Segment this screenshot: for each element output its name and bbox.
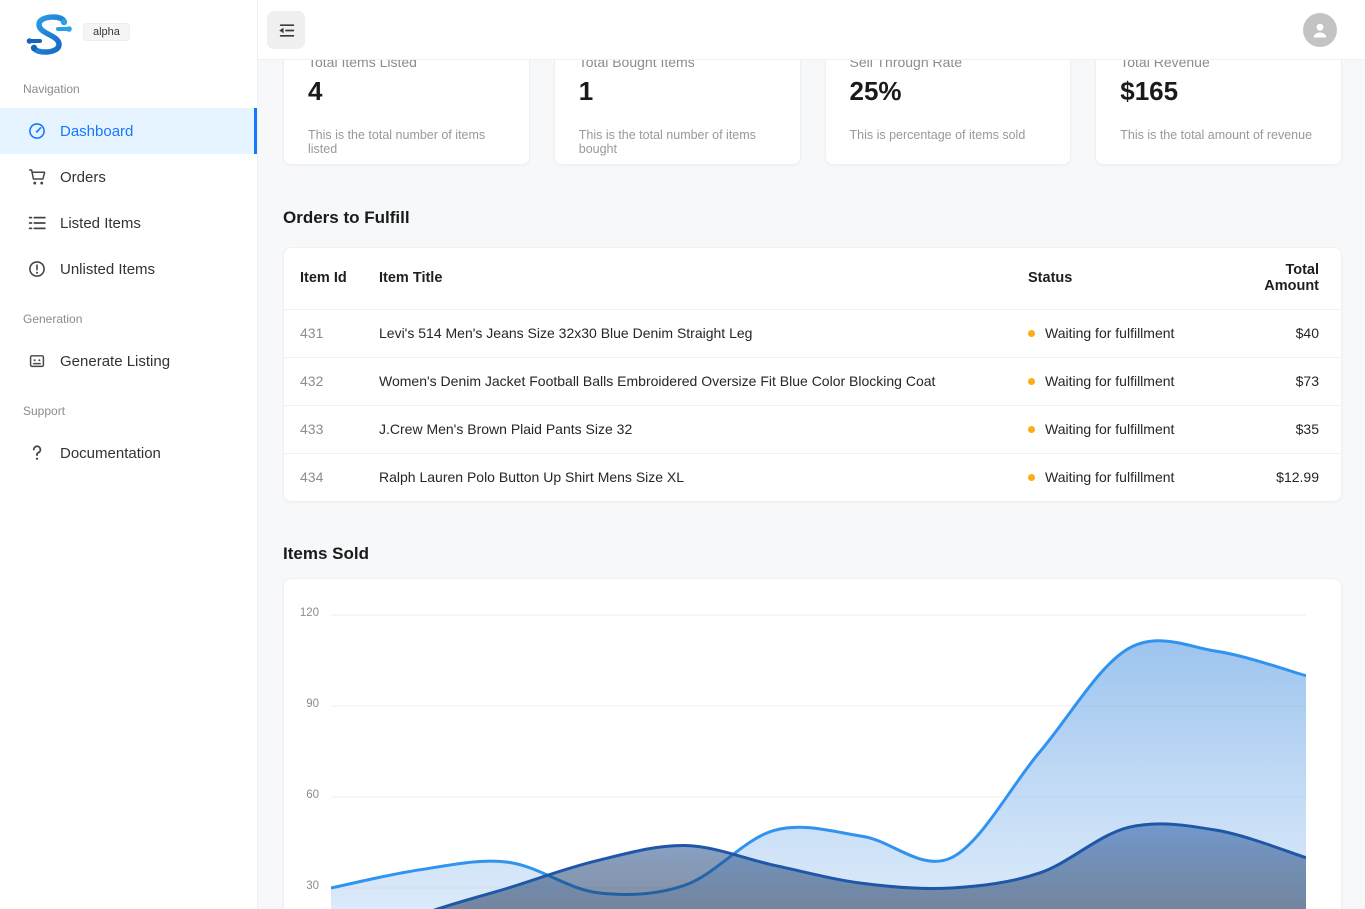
status-badge: Waiting for fulfillment (1028, 421, 1233, 437)
main-content: Total Items Listed 4 This is the total num… (258, 60, 1365, 909)
cell-item-title: Women's Denim Jacket Football Balls Embr… (379, 356, 1028, 405)
sidebar-item-label: Unlisted Items (60, 260, 156, 278)
y-axis-tick-label: 30 (306, 880, 319, 892)
orders-table-card: Item Id Item Title Status Total Amount 4… (283, 247, 1342, 502)
cell-total-amount: $35 (1233, 404, 1341, 453)
area-fill-series-1 (331, 640, 1306, 909)
stat-title: Total Items Listed (308, 60, 417, 70)
table-row: 432 Women's Denim Jacket Football Balls E… (284, 356, 1341, 405)
status-dot-icon (1028, 473, 1035, 481)
top-header (258, 0, 1365, 60)
section-label-navigation: Navigation (23, 82, 80, 96)
status-text: Waiting for fulfillment (1045, 373, 1175, 389)
column-header-item-id: Item Id (300, 270, 347, 287)
cell-item-title: J.Crew Men's Brown Plaid Pants Size 32 (379, 404, 1028, 453)
stat-description: This is percentage of items sold (849, 128, 1026, 142)
section-label-generation: Generation (23, 312, 83, 326)
stat-title: Total Bought Items (578, 60, 695, 70)
sidebar-item-documentation[interactable]: Documentation (0, 430, 257, 476)
status-dot-icon (1028, 329, 1035, 337)
dashboard-icon (28, 122, 46, 140)
stat-value: 25% (849, 76, 902, 106)
app-logo-icon (26, 14, 72, 55)
table-row: 433 J.Crew Men's Brown Plaid Pants Size 3… (284, 404, 1341, 453)
sidebar: alpha Navigation Dashboard Orders Listed It… (0, 0, 258, 909)
stat-card-total-items-listed: Total Items Listed 4 This is the total num… (283, 60, 530, 165)
status-text: Waiting for fulfillment (1045, 421, 1175, 437)
stat-description: This is the total number of items bought (578, 128, 756, 156)
items-sold-heading: Items Sold (283, 544, 369, 563)
robot-icon (28, 352, 46, 370)
orders-table: Item Id Item Title Status Total Amount 4… (284, 248, 1341, 501)
column-header-item-title: Item Title (379, 270, 443, 287)
list-icon (28, 214, 46, 232)
status-text: Waiting for fulfillment (1045, 469, 1175, 486)
cell-total-amount: $12.99 (1233, 452, 1341, 501)
cell-item-title: Levi's 514 Men's Jeans Size 32x30 Blue D… (379, 308, 1028, 357)
orders-table-body: 431 Levi's 514 Men's Jeans Size 32x30 Blu… (284, 308, 1341, 501)
sidebar-item-dashboard[interactable]: Dashboard (0, 108, 257, 154)
items-sold-chart-card: 120 90 60 30 (283, 578, 1342, 909)
status-badge: Waiting for fulfillment (1028, 325, 1233, 341)
user-icon (1313, 23, 1327, 38)
sidebar-item-generate-listing[interactable]: Generate Listing (0, 338, 257, 384)
area-fill-series-2 (437, 823, 1306, 909)
table-header-row: Item Id Item Title Status Total Amount (284, 248, 1341, 309)
orders-heading: Orders to Fulfill (283, 208, 410, 227)
stat-description: This is the total amount of revenue (1120, 128, 1313, 142)
stat-title: Sell Through Rate (849, 60, 963, 70)
stat-value: 4 (308, 76, 323, 106)
stats-row: Total Items Listed 4 This is the total num… (283, 60, 1342, 165)
cell-item-id: 431 (284, 308, 379, 357)
y-axis-tick-label: 60 (306, 789, 319, 801)
status-badge: Waiting for fulfillment (1028, 373, 1233, 389)
sidebar-collapse-button[interactable] (267, 11, 305, 49)
area-line-series-2 (432, 822, 1306, 909)
stat-title: Total Revenue (1120, 60, 1210, 70)
status-text: Waiting for fulfillment (1045, 325, 1175, 341)
cell-item-id: 434 (284, 452, 379, 501)
section-label-support: Support (23, 404, 66, 418)
table-row: 434 Ralph Lauren Polo Button Up Shirt Men… (284, 452, 1341, 501)
sidebar-item-label: Documentation (60, 444, 161, 462)
column-header-status: Status (1028, 270, 1073, 287)
stat-value: 1 (578, 76, 594, 106)
sidebar-item-listed-items[interactable]: Listed Items (0, 200, 257, 246)
sidebar-item-orders[interactable]: Orders (0, 154, 257, 200)
sidebar-item-label: Dashboard (60, 122, 134, 140)
area-line-series-1 (331, 639, 1306, 897)
sidebar-nav: Navigation Dashboard Orders Listed Items Unl… (0, 62, 257, 476)
stat-card-sell-through-rate: Sell Through Rate 25% This is percentage o… (824, 60, 1072, 165)
cart-icon (28, 168, 46, 186)
table-row: 431 Levi's 514 Men's Jeans Size 32x30 Blu… (284, 308, 1341, 357)
cell-item-id: 432 (284, 356, 379, 405)
stat-card-total-bought-items: Total Bought Items 1 This is the total num… (553, 60, 801, 165)
question-icon (28, 444, 46, 462)
status-badge: Waiting for fulfillment (1028, 469, 1233, 485)
stat-value: $165 (1120, 76, 1179, 106)
cell-total-amount: $40 (1233, 308, 1341, 357)
stat-description: This is the total number of items listed (308, 128, 486, 156)
logo-row: alpha (0, 0, 257, 62)
cell-item-title: Ralph Lauren Polo Button Up Shirt Mens S… (379, 452, 1028, 501)
y-axis-tick-label: 120 (299, 607, 319, 619)
stat-card-total-revenue: Total Revenue $165 This is the total amoun… (1095, 60, 1342, 165)
status-dot-icon (1028, 377, 1035, 385)
status-dot-icon (1028, 425, 1035, 433)
items-sold-chart (331, 614, 1306, 909)
cell-item-id: 433 (284, 404, 379, 453)
sidebar-item-label: Orders (60, 168, 106, 186)
exclamation-circle-icon (28, 260, 46, 278)
sidebar-item-label: Listed Items (60, 214, 141, 232)
alpha-badge: alpha (83, 23, 130, 41)
sidebar-item-label: Generate Listing (60, 352, 171, 370)
menu-fold-icon (278, 23, 294, 37)
y-axis-tick-label: 90 (306, 698, 319, 710)
cell-total-amount: $73 (1233, 356, 1341, 405)
user-avatar[interactable] (1303, 13, 1337, 47)
sidebar-item-unlisted-items[interactable]: Unlisted Items (0, 246, 257, 292)
column-header-total-amount: Total Amount (1264, 262, 1319, 295)
